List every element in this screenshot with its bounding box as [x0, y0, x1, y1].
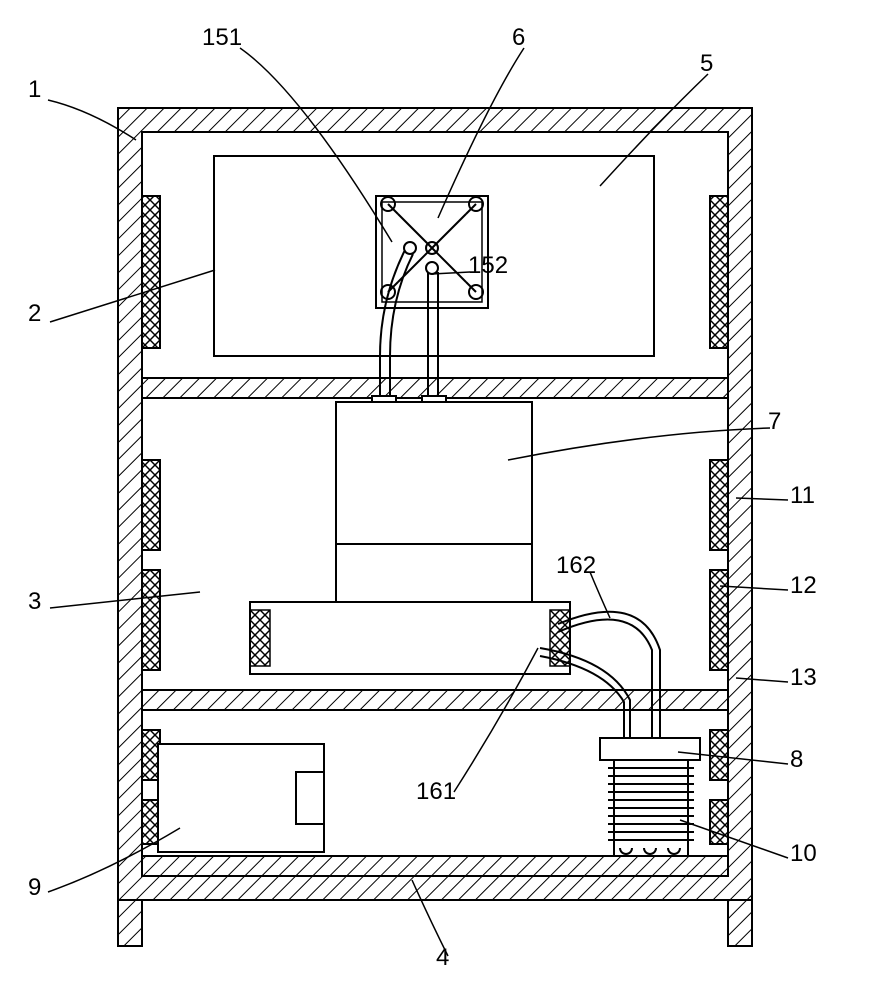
label-9: 9 [28, 874, 41, 902]
label-2: 2 [28, 300, 41, 328]
label-162: 162 [556, 552, 596, 580]
cylinder-lower [250, 544, 570, 674]
label-7: 7 [768, 408, 781, 436]
label-151: 151 [202, 24, 242, 52]
label-5: 5 [700, 50, 713, 78]
label-11: 11 [790, 482, 815, 510]
label-12: 12 [790, 572, 817, 600]
radiator-10 [608, 760, 694, 856]
label-6: 6 [512, 24, 525, 52]
block-7 [336, 402, 532, 544]
label-161: 161 [416, 778, 456, 806]
cross-mount [381, 197, 483, 299]
unit-9 [158, 744, 324, 852]
label-8: 8 [790, 746, 803, 774]
label-1: 1 [28, 76, 41, 104]
label-152: 152 [468, 252, 508, 280]
label-3: 3 [28, 588, 41, 616]
right-vents [710, 196, 728, 844]
chamber-5 [214, 156, 654, 356]
technical-diagram [0, 0, 877, 1000]
label-4: 4 [436, 944, 449, 972]
label-13: 13 [790, 664, 817, 692]
header-8 [600, 738, 700, 760]
label-10: 10 [790, 840, 817, 868]
